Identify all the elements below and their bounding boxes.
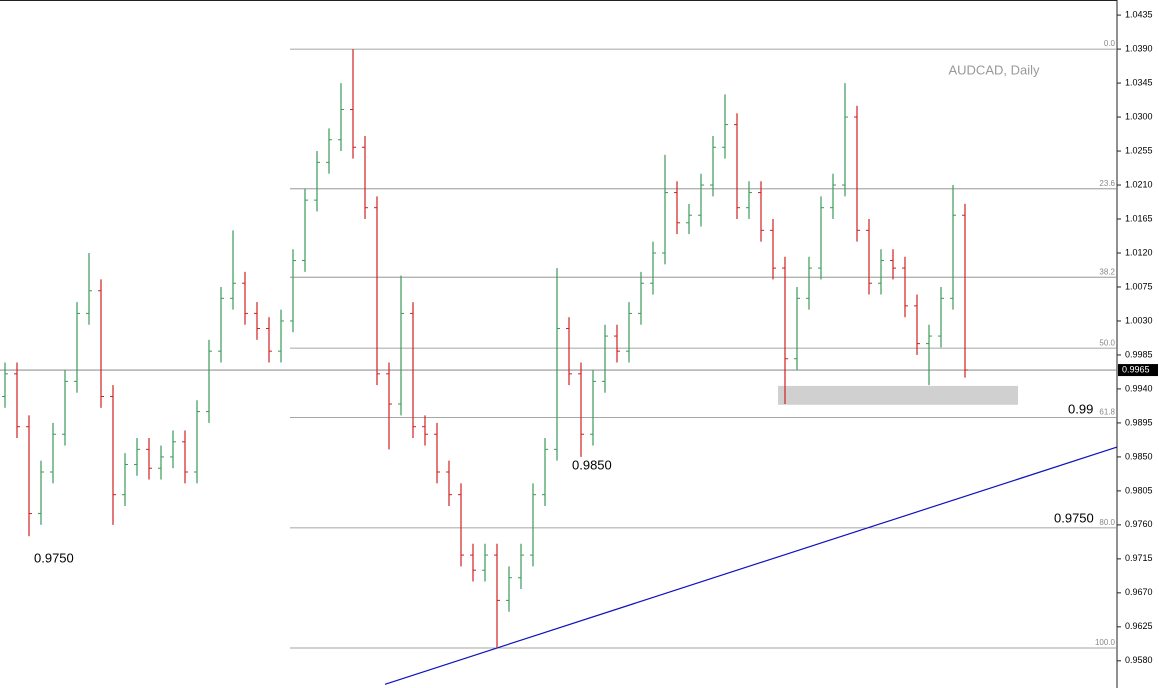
current-price-box bbox=[1118, 364, 1158, 377]
y-tick-label: 1.0345 bbox=[1125, 77, 1153, 87]
chart-title: AUDCAD, Daily bbox=[948, 62, 1040, 77]
y-tick-label: 0.9760 bbox=[1125, 519, 1153, 529]
fibonacci-label: 80.0 bbox=[1099, 518, 1115, 527]
annotation: 0.9750 bbox=[1054, 510, 1094, 525]
y-tick-label: 0.9850 bbox=[1125, 451, 1153, 461]
annotation: 0.9750 bbox=[34, 550, 74, 565]
annotation: 0.9850 bbox=[572, 457, 612, 472]
fibonacci-label: 38.2 bbox=[1099, 267, 1115, 276]
y-tick-label: 1.0165 bbox=[1125, 213, 1153, 223]
y-tick-label: 0.9895 bbox=[1125, 417, 1153, 427]
fibonacci-label: 0.0 bbox=[1104, 39, 1116, 48]
y-tick-label: 0.9715 bbox=[1125, 553, 1153, 563]
y-tick-label: 1.0210 bbox=[1125, 179, 1153, 189]
y-tick-label: 1.0390 bbox=[1125, 43, 1153, 53]
support-zone bbox=[778, 385, 1018, 405]
trendline bbox=[384, 446, 1118, 685]
y-tick-label: 0.9805 bbox=[1125, 485, 1153, 495]
y-tick-label: 1.0120 bbox=[1125, 247, 1153, 257]
y-tick-label: 0.9670 bbox=[1125, 587, 1153, 597]
y-tick-label: 1.0030 bbox=[1125, 315, 1153, 325]
y-tick-label: 1.0435 bbox=[1125, 9, 1153, 19]
y-tick-label: 1.0075 bbox=[1125, 281, 1153, 291]
y-tick-label: 0.9940 bbox=[1125, 383, 1153, 393]
y-tick-label: 0.9625 bbox=[1125, 621, 1153, 631]
y-tick-label: 0.9580 bbox=[1125, 655, 1153, 665]
fibonacci-label: 23.6 bbox=[1099, 179, 1115, 188]
y-tick-label: 0.9985 bbox=[1125, 349, 1153, 359]
fibonacci-label: 50.0 bbox=[1099, 338, 1115, 347]
fibonacci-label: 100.0 bbox=[1095, 638, 1116, 647]
y-tick-label: 1.0255 bbox=[1125, 145, 1153, 155]
current-price-label: 0.9965 bbox=[1122, 364, 1150, 374]
y-tick-label: 1.0300 bbox=[1125, 111, 1153, 121]
fibonacci-label: 61.8 bbox=[1099, 408, 1115, 417]
annotation: 0.99 bbox=[1068, 401, 1093, 416]
